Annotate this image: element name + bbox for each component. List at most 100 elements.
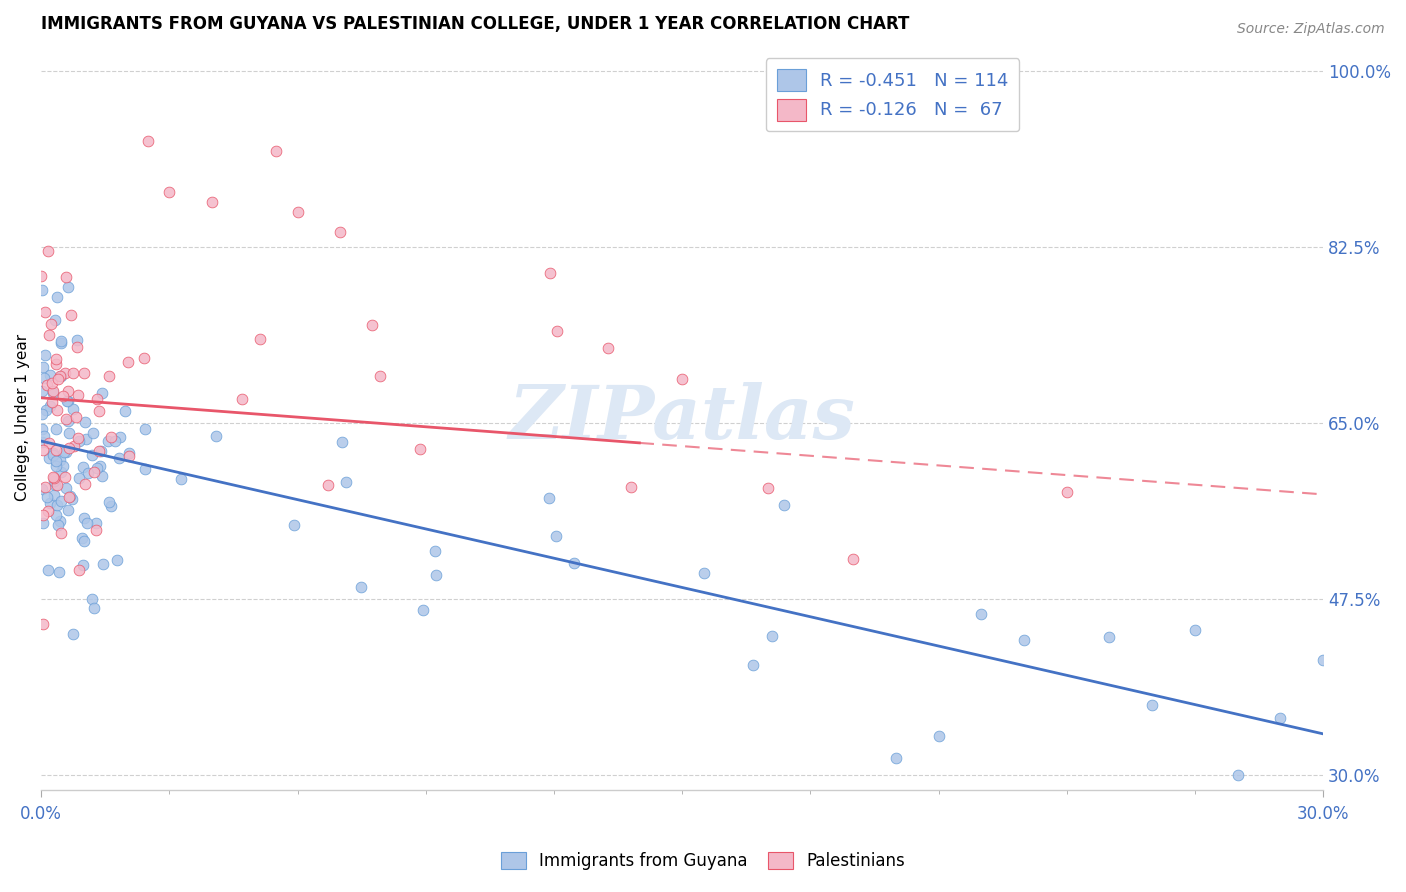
Point xyxy=(49,335,72,350)
Point xyxy=(83,465,105,479)
Point xyxy=(51,465,73,479)
Point xyxy=(100,429,122,443)
Point xyxy=(31,407,53,421)
Point xyxy=(544,528,567,542)
Point xyxy=(157,185,180,199)
Point xyxy=(90,443,112,458)
Point xyxy=(73,415,96,429)
Point xyxy=(671,372,693,386)
Point xyxy=(31,434,53,449)
Point xyxy=(1184,624,1206,638)
Point xyxy=(35,490,58,504)
Point xyxy=(41,395,63,409)
Point xyxy=(31,617,53,632)
Point xyxy=(32,429,55,443)
Point xyxy=(330,435,353,450)
Point xyxy=(620,480,643,494)
Point xyxy=(39,317,62,331)
Point xyxy=(44,475,66,489)
Point xyxy=(51,493,73,508)
Point xyxy=(928,729,950,743)
Point xyxy=(62,491,84,506)
Point xyxy=(42,471,65,485)
Point xyxy=(48,453,70,467)
Point xyxy=(44,478,66,492)
Point xyxy=(56,503,79,517)
Point xyxy=(70,531,93,545)
Point xyxy=(91,469,114,483)
Point xyxy=(31,422,53,436)
Point xyxy=(1056,485,1078,500)
Point xyxy=(742,658,765,673)
Point xyxy=(108,430,131,444)
Point xyxy=(39,495,62,509)
Point xyxy=(970,607,993,621)
Text: ZIPatlas: ZIPatlas xyxy=(509,382,856,454)
Point xyxy=(693,566,716,580)
Point xyxy=(1012,632,1035,647)
Point xyxy=(45,422,67,436)
Point xyxy=(53,470,76,484)
Point xyxy=(45,290,67,304)
Point xyxy=(329,225,352,239)
Point xyxy=(76,516,98,531)
Point xyxy=(37,563,59,577)
Text: IMMIGRANTS FROM GUYANA VS PALESTINIAN COLLEGE, UNDER 1 YEAR CORRELATION CHART: IMMIGRANTS FROM GUYANA VS PALESTINIAN CO… xyxy=(41,15,910,33)
Point xyxy=(45,442,67,457)
Point xyxy=(201,194,224,209)
Text: Source: ZipAtlas.com: Source: ZipAtlas.com xyxy=(1237,22,1385,37)
Point xyxy=(409,442,432,456)
Point xyxy=(48,368,70,383)
Point xyxy=(34,348,56,362)
Point xyxy=(93,557,115,571)
Point xyxy=(49,368,72,383)
Point xyxy=(51,334,73,348)
Point xyxy=(761,629,783,643)
Point xyxy=(105,553,128,567)
Point xyxy=(65,340,87,354)
Point xyxy=(45,357,67,371)
Point xyxy=(53,366,76,380)
Point xyxy=(73,511,96,525)
Point xyxy=(44,313,66,327)
Point xyxy=(107,450,129,465)
Point xyxy=(205,429,228,443)
Point xyxy=(32,508,55,523)
Point xyxy=(76,467,98,481)
Point xyxy=(30,269,52,284)
Point xyxy=(46,477,69,491)
Point xyxy=(34,480,56,494)
Point xyxy=(56,414,79,428)
Point xyxy=(31,283,53,297)
Point xyxy=(86,392,108,406)
Point xyxy=(55,412,77,426)
Point xyxy=(134,462,156,476)
Point xyxy=(249,332,271,346)
Point xyxy=(51,525,73,540)
Point xyxy=(67,563,90,577)
Point xyxy=(72,558,94,572)
Point xyxy=(58,394,80,409)
Point xyxy=(38,399,60,413)
Point xyxy=(53,445,76,459)
Point xyxy=(772,498,794,512)
Legend: R = -0.451   N = 114, R = -0.126   N =  67: R = -0.451 N = 114, R = -0.126 N = 67 xyxy=(766,58,1019,131)
Point xyxy=(31,384,53,398)
Point xyxy=(82,426,104,441)
Point xyxy=(59,489,82,503)
Point xyxy=(546,324,568,338)
Point xyxy=(42,448,65,462)
Point xyxy=(114,404,136,418)
Point xyxy=(32,371,55,385)
Point xyxy=(117,355,139,369)
Point xyxy=(884,751,907,765)
Point xyxy=(48,565,70,579)
Point xyxy=(52,458,75,473)
Point xyxy=(60,309,83,323)
Point xyxy=(540,266,562,280)
Point xyxy=(318,478,340,492)
Point xyxy=(45,508,67,522)
Point xyxy=(66,431,89,445)
Point xyxy=(42,469,65,483)
Point xyxy=(45,352,67,367)
